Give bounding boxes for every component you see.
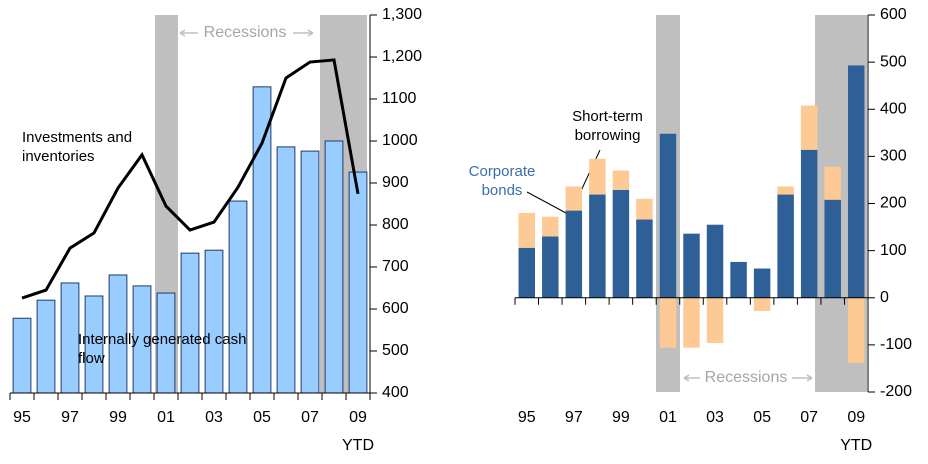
bar-segment [706,297,724,343]
y-tick-label: 400 [880,100,907,117]
bar-segment [730,261,747,298]
bar [12,317,32,394]
y-tick-label: 600 [880,6,907,23]
y-tick-label: 900 [382,174,409,191]
x-tick-label: 03 [205,409,223,426]
bar-segment [847,65,865,298]
bar-segment [636,219,653,298]
y-tick-label: 600 [382,300,409,317]
bar-segment [659,133,677,298]
series-label: Short-term borrowing [572,108,643,144]
bar-segment [589,194,606,298]
bar-segment [518,247,536,298]
recession-label: Recessions [705,369,788,386]
x-sublabel: YTD [342,437,374,454]
series-label: Corporate bonds [468,163,536,199]
x-tick-label: 07 [800,409,818,426]
leader-line [526,191,567,214]
x-sublabel: YTD [840,437,872,454]
bar-segment [800,105,818,150]
series-label: Investments and inventories [22,129,133,165]
bar [252,86,272,394]
y-tick-label: 100 [880,242,907,259]
bar-segment [589,158,606,195]
bar [36,299,56,394]
y-tick-label: 300 [880,148,907,165]
bar-segment [800,149,818,298]
y-tick-label: 800 [382,216,409,233]
x-tick-label: 09 [847,409,865,426]
bar-segment [777,194,794,298]
bar-segment [753,297,771,311]
bar-segment [753,268,771,298]
y-tick-label: 500 [382,342,409,359]
y-tick-label: -200 [880,383,912,400]
y-tick-label: 500 [880,53,907,70]
x-tick-label: 05 [253,409,271,426]
bar-segment [824,199,841,298]
bar-segment [847,297,865,363]
y-tick-label: 400 [382,384,409,401]
recession-label: Recessions [204,24,287,41]
bar-segment [612,170,630,190]
x-tick-label: 99 [612,409,630,426]
bar-segment [683,297,700,348]
bar [348,171,368,394]
x-tick-label: 95 [13,409,31,426]
bar [300,150,320,394]
bar-segment [518,212,536,248]
bar-segment [706,224,724,298]
bar-segment [612,189,630,298]
bar-segment [542,216,559,237]
bar [204,249,224,394]
y-tick-label: 1,200 [382,48,422,65]
x-tick-label: 05 [753,409,771,426]
y-tick-label: 1000 [382,132,418,149]
y-tick-label: 1100 [382,90,417,107]
bar [180,252,200,394]
bar-segment [565,186,583,211]
x-tick-label: 01 [157,409,175,426]
bar-segment [777,186,794,195]
y-tick-label: 0 [880,289,889,306]
y-tick-label: 200 [880,195,907,212]
x-tick-label: 09 [349,409,367,426]
bar [60,282,80,394]
bar-segment [824,166,841,200]
recession-arrows [179,29,813,382]
x-tick-label: 99 [109,409,127,426]
bar-segment [683,233,700,298]
bar-segment [565,210,583,298]
x-tick-label: 07 [301,409,319,426]
x-tick-label: 97 [61,409,79,426]
bar-segment [636,198,653,220]
bar-segment [542,236,559,298]
x-tick-label: 01 [659,409,677,426]
series-label: Internally generated cash flow [78,331,247,367]
y-tick-label: 700 [382,258,409,275]
y-tick-label: 1,300 [382,6,422,23]
line [21,58,360,300]
x-tick-label: 97 [565,409,583,426]
bar [324,140,344,394]
bar [276,146,296,394]
y-tick-label: -100 [880,336,912,353]
bar-segment [659,297,677,348]
x-tick-label: 03 [706,409,724,426]
x-tick-label: 95 [518,409,536,426]
